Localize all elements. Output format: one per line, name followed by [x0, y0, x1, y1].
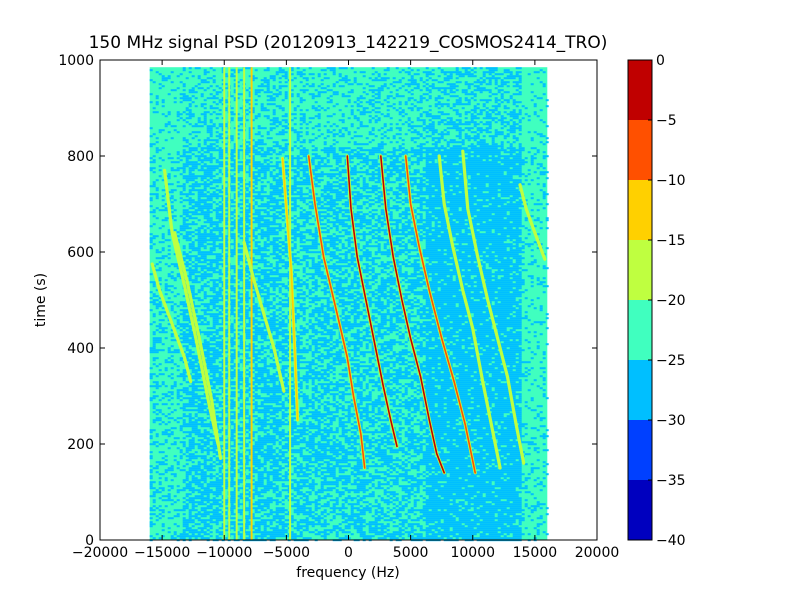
colorbar-tick-label: −25	[656, 353, 686, 369]
y-tick-label: 400	[67, 341, 94, 357]
signal-trace-7	[346, 155, 398, 448]
colorbar-level-2	[628, 420, 652, 480]
colorbar-level-7	[628, 120, 652, 180]
signal-trace-10	[438, 155, 501, 469]
y-tick-label: 800	[67, 149, 94, 165]
signal-trace-5	[281, 157, 299, 421]
heatmap-noise	[149, 67, 549, 542]
colorbar-tick-label: −5	[656, 113, 677, 129]
signal-trace-8	[380, 155, 445, 474]
heatmap-area	[149, 67, 549, 542]
colorbar-tick-label: −15	[656, 233, 686, 249]
x-tick-label: −10000	[196, 545, 252, 561]
x-tick-label: 0	[344, 545, 353, 561]
colorbar-tick-label: −30	[656, 413, 686, 429]
colorbar-level-3	[628, 360, 652, 420]
signal-trace-12	[519, 184, 546, 260]
colorbar-level-5	[628, 240, 652, 300]
x-tick-label: 5000	[393, 545, 429, 561]
signal-traces	[150, 67, 547, 540]
colorbar: 0 −5 −10 −15 −20 −25 −30 −35 −40	[627, 53, 686, 549]
colorbar-tick-label: −10	[656, 173, 686, 189]
x-tick-label: −20000	[72, 545, 128, 561]
signal-trace-2	[163, 169, 219, 445]
x-tick-label: −15000	[134, 545, 190, 561]
colorbar-tick-label: 0	[656, 53, 665, 69]
x-tick-label: 10000	[450, 545, 495, 561]
chart-title: 150 MHz signal PSD (20120913_142219_COSM…	[89, 33, 608, 53]
colorbar-tick-label: −40	[656, 533, 686, 549]
colorbar-tick-label: −35	[656, 473, 686, 489]
x-tick-label: −5000	[263, 545, 310, 561]
colorbar-level-6	[628, 180, 652, 240]
x-axis-ticks: −20000 −15000 −10000 −5000 0 5000 10000 15000 20…	[72, 60, 619, 561]
signal-trace-3	[173, 232, 222, 460]
x-tick-label: 15000	[513, 545, 558, 561]
signal-trace-6	[307, 155, 366, 469]
signal-trace-1	[151, 263, 192, 383]
signal-trace-4	[243, 241, 285, 392]
y-tick-label: 600	[67, 245, 94, 261]
colorbar-level-4	[628, 300, 652, 360]
y-tick-label: 200	[67, 437, 94, 453]
colorbar-level-1	[628, 480, 652, 540]
y-tick-label: 1000	[58, 53, 94, 69]
y-axis-label: time (s)	[33, 273, 49, 327]
x-tick-label: 20000	[575, 545, 620, 561]
y-axis-ticks: 0 200 400 600 800 1000	[58, 53, 597, 549]
signal-trace-9	[404, 155, 476, 474]
signal-trace-11	[462, 150, 525, 464]
y-tick-label: 0	[85, 533, 94, 549]
colorbar-level-8	[628, 60, 652, 120]
x-axis-label: frequency (Hz)	[296, 565, 399, 581]
colorbar-tick-label: −20	[656, 293, 686, 309]
